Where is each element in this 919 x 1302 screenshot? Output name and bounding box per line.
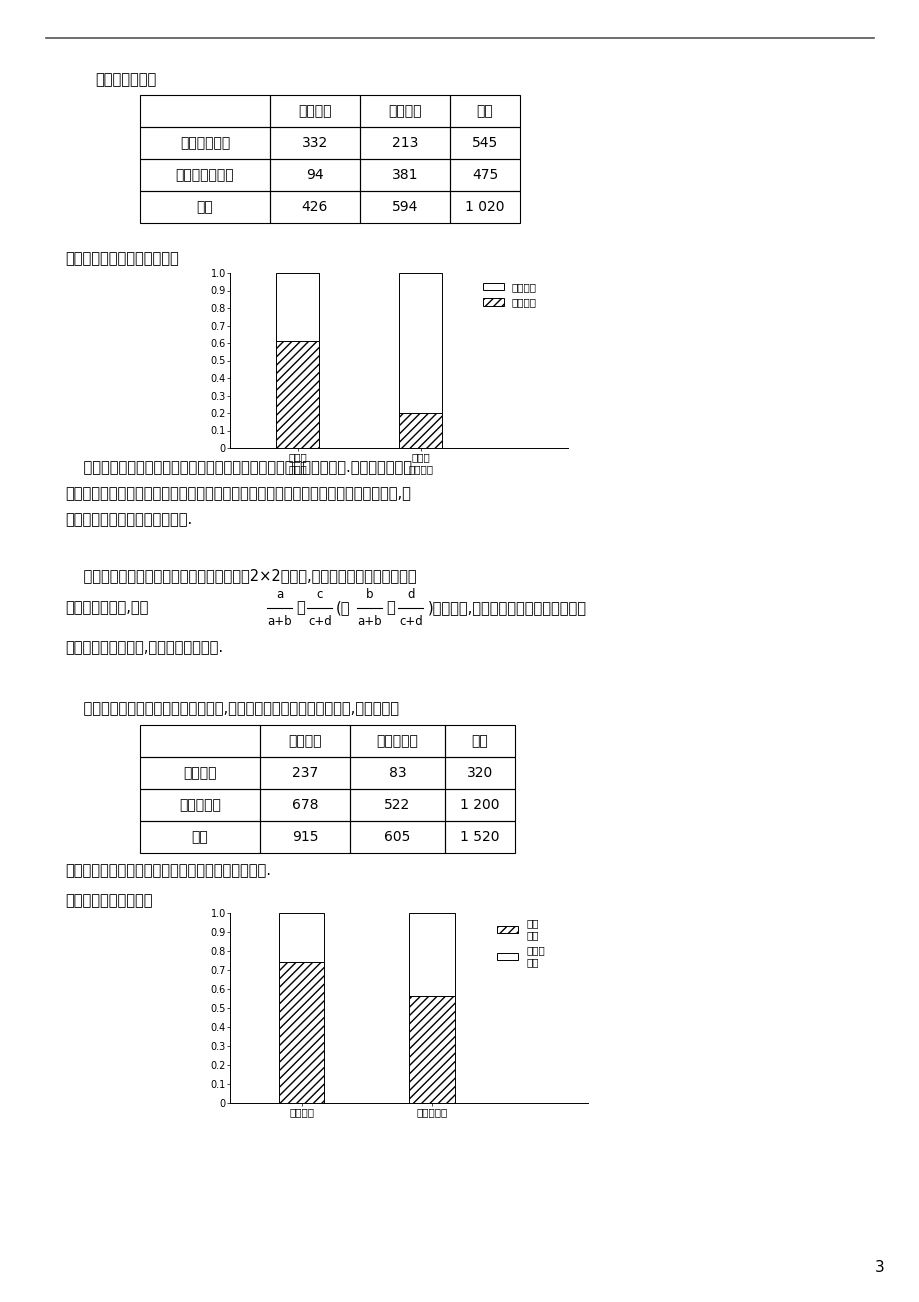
Text: 545: 545: [471, 135, 497, 150]
Bar: [445, 756, 515, 789]
Text: a: a: [276, 589, 283, 602]
Text: 3: 3: [874, 1260, 884, 1276]
Text: 381: 381: [391, 168, 418, 182]
Text: a+b: a+b: [267, 615, 292, 628]
Bar: [359, 95, 449, 128]
Text: 237: 237: [291, 766, 318, 780]
Text: 总计: 总计: [476, 104, 493, 118]
Text: 与: 与: [296, 600, 304, 616]
Text: 变量间是否相互影响,但是此方法较粗劣.: 变量间是否相互影响,但是此方法较粗劣.: [65, 641, 223, 655]
Bar: [409, 996, 454, 1103]
Text: 915: 915: [291, 829, 318, 844]
Bar: [140, 159, 269, 191]
Text: 子女吸烟: 子女吸烟: [183, 766, 217, 780]
Text: 父母吸烟: 父母吸烟: [288, 734, 322, 749]
Bar: [445, 725, 515, 756]
Bar: [359, 128, 449, 159]
Text: 子女不吸烟: 子女不吸烟: [179, 798, 221, 812]
Bar: [269, 95, 359, 128]
Bar: [399, 273, 441, 413]
Text: 相应的等高条形图如图所示：: 相应的等高条形图如图所示：: [65, 251, 178, 266]
Bar: [140, 191, 269, 223]
Text: d: d: [407, 589, 414, 602]
Text: 总计: 总计: [191, 829, 208, 844]
Text: 与: 与: [386, 600, 394, 616]
Bar: [449, 159, 519, 191]
Text: 考前心情不紧张: 考前心情不紧张: [176, 168, 234, 182]
Bar: [449, 191, 519, 223]
Bar: [140, 789, 260, 822]
Bar: [260, 756, 349, 789]
Bar: [359, 159, 449, 191]
Bar: [278, 913, 324, 962]
Bar: [445, 822, 515, 853]
Bar: [269, 191, 359, 223]
Text: c: c: [316, 589, 323, 602]
Bar: [260, 789, 349, 822]
Bar: [276, 273, 319, 341]
Bar: [349, 822, 445, 853]
Bar: [399, 413, 441, 448]
Text: )的值相比,由此能直观地反映出两个分类: )的值相比,由此能直观地反映出两个分类: [427, 600, 586, 616]
Bar: [269, 128, 359, 159]
Text: 678: 678: [291, 798, 318, 812]
Text: 总计: 总计: [471, 734, 488, 749]
Text: 475: 475: [471, 168, 497, 182]
Text: 考前心情紧张的样本中性格内向占的比例比考前心情不紧张样本中性格内向占的比例高,可: 考前心情紧张的样本中性格内向占的比例比考前心情不紧张样本中性格内向占的比例高,可: [65, 486, 411, 501]
Text: 83: 83: [388, 766, 406, 780]
Bar: [140, 95, 269, 128]
Text: 320: 320: [466, 766, 493, 780]
Text: 性格外向: 性格外向: [388, 104, 421, 118]
Text: 利用等高条形图判断父母吸烟对子女吸烟是否有影响.: 利用等高条形图判断父母吸烟对子女吸烟是否有影响.: [65, 863, 271, 878]
Bar: [140, 725, 260, 756]
Text: 考前心情紧张: 考前心情紧张: [180, 135, 230, 150]
Text: 总计: 总计: [197, 201, 213, 214]
Bar: [140, 756, 260, 789]
Bar: [445, 789, 515, 822]
Text: 1 200: 1 200: [460, 798, 499, 812]
Text: 以认为考前紧张与性格类型有关.: 以认为考前紧张与性格类型有关.: [65, 512, 192, 527]
Text: 213: 213: [391, 135, 418, 150]
Legend: 父母
吸烟, 父母不
吸烟: 父母 吸烟, 父母不 吸烟: [493, 914, 549, 971]
Legend: 性格外向, 性格内向: 性格外向, 性格内向: [478, 279, 540, 311]
Bar: [260, 822, 349, 853]
Bar: [278, 962, 324, 1103]
Text: 进行独立性检验的前提是根据题中数据获得2×2列联表,常用等高条形图展示列联表: 进行独立性检验的前提是根据题中数据获得2×2列联表,常用等高条形图展示列联表: [65, 568, 416, 583]
Bar: [449, 128, 519, 159]
Text: 为了研究子女吸烟与父母吸烟的关系,调查了一千多名青少年及其家长,数据如下：: 为了研究子女吸烟与父母吸烟的关系,调查了一千多名青少年及其家长,数据如下：: [65, 700, 399, 716]
Text: 解：等高条形图如下：: 解：等高条形图如下：: [65, 893, 153, 907]
Text: 性格内向: 性格内向: [298, 104, 332, 118]
Text: 父母不吸烟: 父母不吸烟: [376, 734, 418, 749]
Text: 605: 605: [384, 829, 410, 844]
Text: 426: 426: [301, 201, 328, 214]
Text: 1 520: 1 520: [460, 829, 499, 844]
Text: 332: 332: [301, 135, 328, 150]
Text: 522: 522: [384, 798, 410, 812]
Bar: [140, 822, 260, 853]
Bar: [349, 725, 445, 756]
Text: (或: (或: [335, 600, 350, 616]
Bar: [140, 128, 269, 159]
Text: 作列联表如下：: 作列联表如下：: [95, 72, 156, 87]
Text: c+d: c+d: [399, 615, 423, 628]
Text: 94: 94: [306, 168, 323, 182]
Text: 数据的频率特征,即将: 数据的频率特征,即将: [65, 600, 148, 615]
Bar: [359, 191, 449, 223]
Text: c+d: c+d: [308, 615, 332, 628]
Text: a+b: a+b: [357, 615, 382, 628]
Text: 图中阴影部分表示考前心情紧张与考前心情不紧张中性格内向的比例.从图中可以看出: 图中阴影部分表示考前心情紧张与考前心情不紧张中性格内向的比例.从图中可以看出: [65, 460, 412, 475]
Bar: [276, 341, 319, 448]
Bar: [260, 725, 349, 756]
Text: b: b: [366, 589, 373, 602]
Bar: [269, 159, 359, 191]
Bar: [449, 95, 519, 128]
Text: 1 020: 1 020: [465, 201, 505, 214]
Bar: [409, 913, 454, 996]
Text: 594: 594: [391, 201, 418, 214]
Bar: [349, 789, 445, 822]
Bar: [349, 756, 445, 789]
